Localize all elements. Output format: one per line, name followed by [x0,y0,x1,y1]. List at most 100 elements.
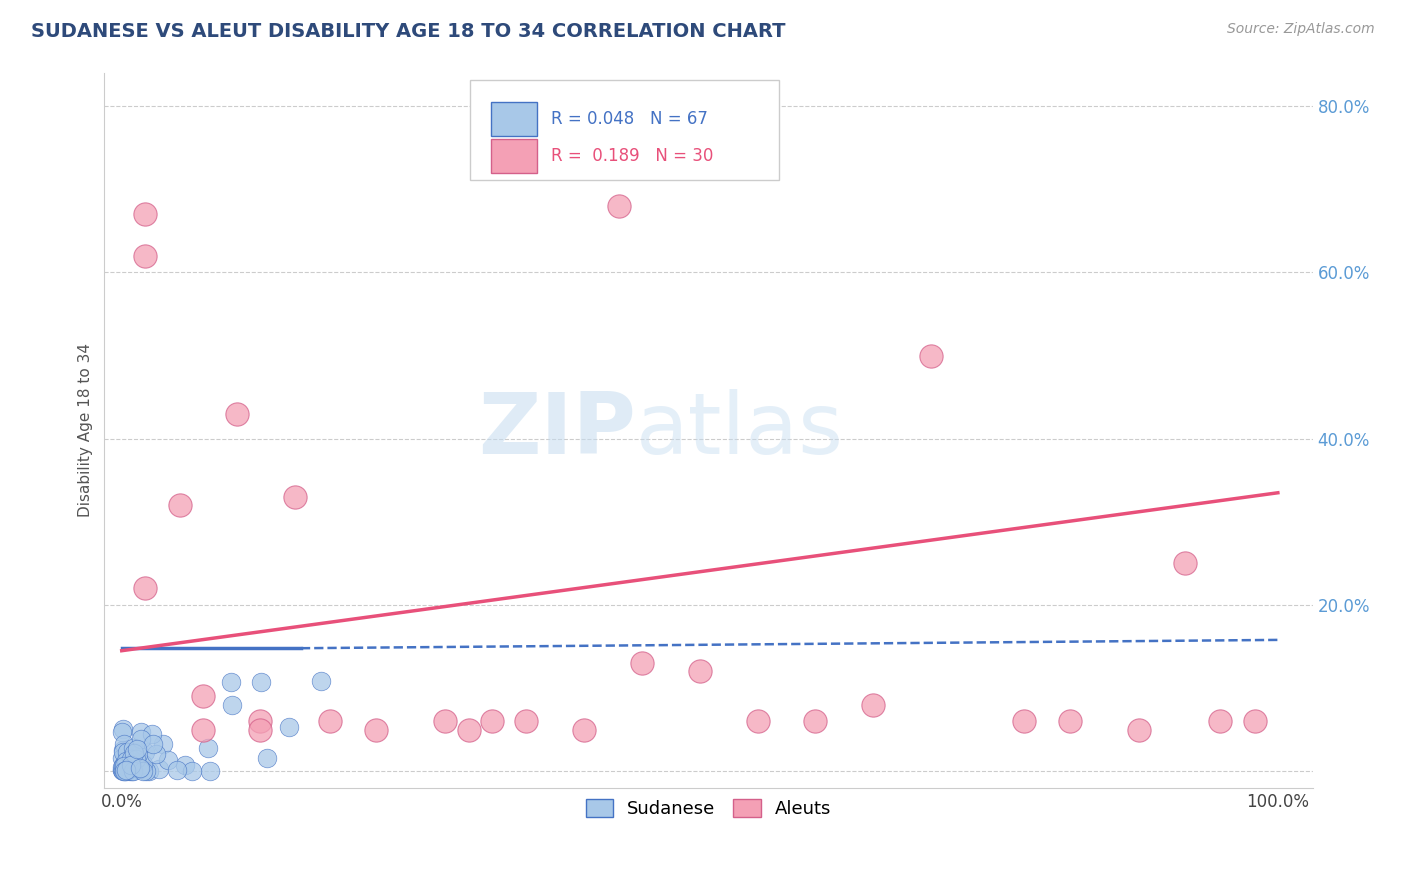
FancyBboxPatch shape [491,139,537,173]
Point [1243,714,1265,729]
Point [129,731,152,746]
Point [111,750,134,764]
Point [138,764,160,778]
Point [114,764,136,778]
Point [115,760,138,774]
Point [128,763,150,777]
Point [120,752,142,766]
Point [112,761,135,775]
Point [169,498,191,512]
Point [120,758,142,772]
Point [607,199,630,213]
Text: SUDANESE VS ALEUT DISABILITY AGE 18 TO 34 CORRELATION CHART: SUDANESE VS ALEUT DISABILITY AGE 18 TO 3… [31,22,786,41]
Point [121,761,143,775]
Point [122,746,145,760]
Point [125,752,148,766]
FancyBboxPatch shape [471,80,779,180]
Point [111,764,134,778]
Point [129,761,152,775]
Point [249,714,271,729]
Point [134,207,156,221]
Point [111,724,134,739]
Point [1174,557,1197,571]
Point [256,751,278,765]
Point [200,764,222,778]
Point [115,760,138,774]
Point [226,407,249,421]
Point [1059,714,1081,729]
Point [121,759,143,773]
Point [250,675,273,690]
Point [457,723,479,737]
Point [121,755,143,769]
Point [115,754,138,768]
Point [111,760,134,774]
Point [515,714,537,729]
Point [157,753,180,767]
Point [118,759,141,773]
Point [311,674,333,689]
Point [134,249,156,263]
Point [1128,723,1150,737]
Point [319,714,342,729]
Point [125,741,148,756]
Point [117,745,139,759]
Point [112,756,135,771]
Point [112,764,135,778]
Point [434,714,457,729]
Point [689,665,711,679]
Point [181,764,204,778]
Point [135,764,157,778]
Point [191,723,214,737]
Point [111,763,134,777]
Point [631,656,654,670]
Point [117,757,139,772]
Point [112,737,135,751]
Point [148,762,170,776]
Text: Source: ZipAtlas.com: Source: ZipAtlas.com [1227,22,1375,37]
Point [115,764,138,779]
Point [364,723,387,737]
Text: R = 0.048   N = 67: R = 0.048 N = 67 [551,110,709,128]
Text: ZIP: ZIP [478,389,636,472]
Y-axis label: Disability Age 18 to 34: Disability Age 18 to 34 [79,343,93,517]
Point [284,490,307,504]
Point [1209,714,1232,729]
Point [127,747,149,761]
Point [145,747,167,762]
Point [862,698,884,712]
Point [920,349,942,363]
Point [112,746,135,760]
Point [111,723,134,737]
Text: atlas: atlas [636,389,844,472]
Point [132,756,155,771]
Point [122,764,145,779]
Point [804,714,827,729]
Point [129,725,152,739]
Point [112,763,135,777]
Point [142,737,165,751]
Point [134,582,156,596]
Text: R =  0.189   N = 30: R = 0.189 N = 30 [551,147,714,165]
Point [134,745,156,759]
FancyBboxPatch shape [491,103,537,136]
Point [112,759,135,773]
Point [112,742,135,756]
Point [124,745,146,759]
Point [111,764,134,778]
Point [117,763,139,777]
Point [219,675,242,690]
Point [1012,714,1035,729]
Point [118,764,141,778]
Point [132,764,155,778]
Point [166,764,188,778]
Point [112,759,135,773]
Point [141,726,163,740]
Point [249,723,271,737]
Point [114,763,136,777]
Legend: Sudanese, Aleuts: Sudanese, Aleuts [578,791,838,825]
Point [173,758,195,772]
Point [197,740,219,755]
Point [481,714,503,729]
Point [221,698,243,712]
